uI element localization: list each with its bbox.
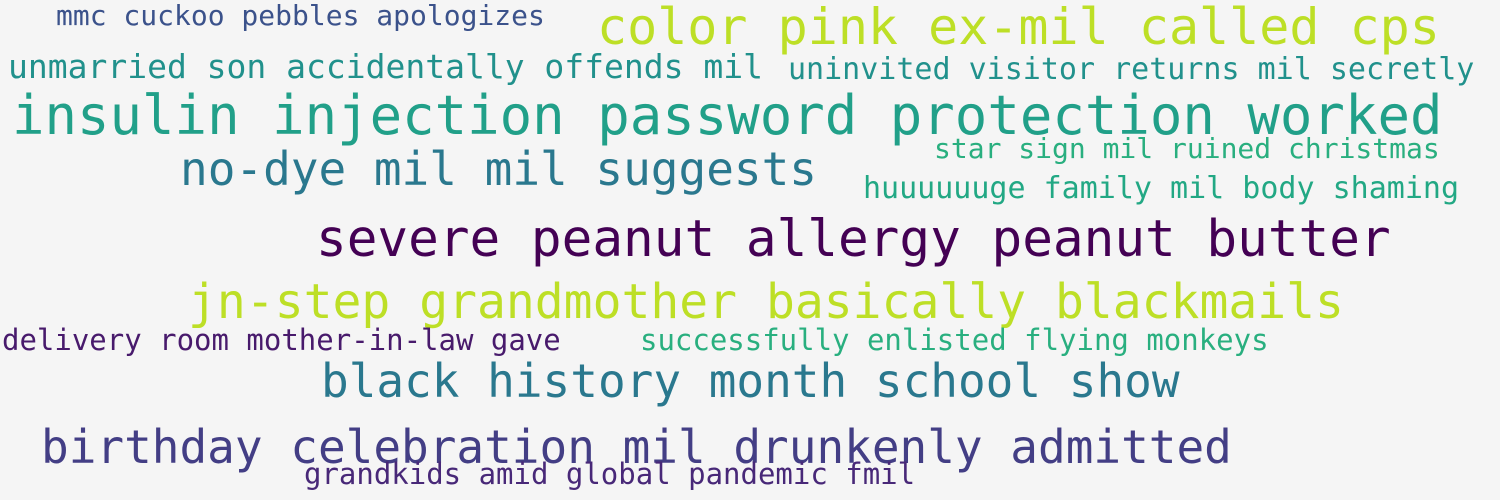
phrase-flying-monkeys: successfully enlisted flying monkeys	[640, 323, 1269, 357]
phrase-huuuuuuge-family: huuuuuuge family mil body shaming	[863, 171, 1460, 206]
phrase-delivery-room: delivery room mother-in-law gave	[2, 323, 561, 357]
phrase-severe-peanut: severe peanut allergy peanut butter	[316, 210, 1391, 269]
phrase-jn-step: jn-step grandmother basically blackmails	[188, 274, 1344, 330]
phrase-black-history: black history month school show	[321, 354, 1180, 408]
phrase-color-pink: color pink ex-mil called cps	[597, 0, 1440, 56]
phrase-uninvited-visitor: uninvited visitor returns mil secretly	[788, 52, 1475, 87]
phrase-grandkids-pandemic: grandkids amid global pandemic fmil	[304, 457, 916, 491]
phrase-unmarried-son: unmarried son accidentally offends mil	[8, 47, 763, 86]
phrase-no-dye: no-dye mil mil suggests	[180, 142, 817, 196]
phrase-mmc-cuckoo: mmc cuckoo pebbles apologizes	[56, 0, 545, 32]
phrase-star-sign: star sign mil ruined christmas	[934, 132, 1440, 165]
phrase-birthday-celebration: birthday celebration mil drunkenly admit…	[41, 420, 1232, 474]
phrase-insulin-injection: insulin injection password protection wo…	[12, 84, 1443, 147]
